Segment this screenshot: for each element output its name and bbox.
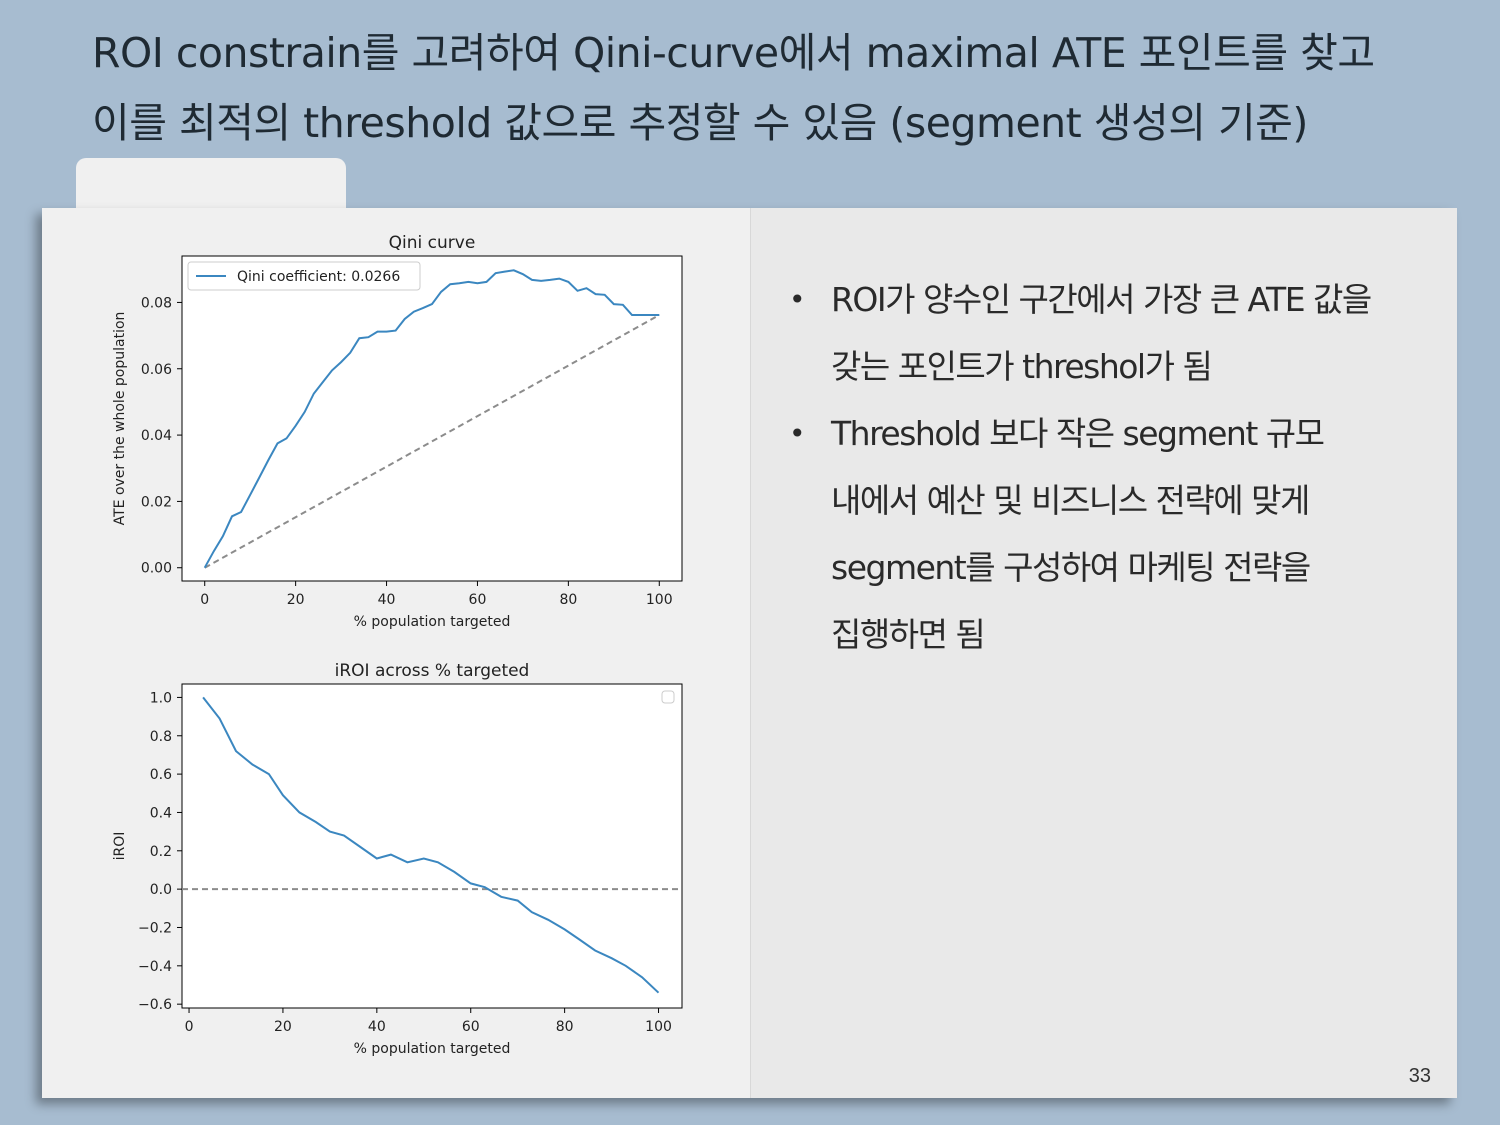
- slide-title: ROI constrain를 고려하여 Qini-curve에서 maximal…: [92, 18, 1472, 158]
- qini-plot-area: [181, 255, 683, 582]
- bullet-2-line-1: Threshold 보다 작은 segment 규모: [831, 414, 1325, 453]
- y-tick-label: 1.0: [150, 690, 172, 706]
- content-card: 0 20 40 60 80 100 0.00 0.02 0.04 0.06 0.08 Qini co…: [42, 208, 1457, 1098]
- y-tick-label: 0.0: [150, 882, 172, 898]
- charts-pane: 0 20 40 60 80 100 0.00 0.02 0.04 0.06 0.08 Qini co…: [42, 208, 748, 1098]
- qini-legend-box: [187, 261, 421, 291]
- iroi-chart: 0 20 40 60 80 100 1.0 0.8 0.6 0.4 0.2 0.0 −0.2 −0.4 −0…: [112, 661, 683, 1057]
- qini-y-axis-label: ATE over the whole population: [112, 312, 128, 526]
- bullet-2-line-4: 집행하면 됨: [831, 615, 986, 654]
- qini-chart-title: Qini curve: [389, 233, 476, 253]
- bullet-1-line-2: 갖는 포인트가 threshol가 됨: [831, 347, 1213, 386]
- page-number: 33: [1408, 1065, 1431, 1087]
- iroi-chart-title: iROI across % targeted: [335, 661, 530, 681]
- iroi-series-line: [202, 696, 660, 994]
- iroi-y-axis-label: iROI: [112, 832, 128, 861]
- x-tick-label: 40: [368, 1019, 386, 1035]
- notes-pane: • ROI가 양수인 구간에서 가장 큰 ATE 값을 갖는 포인트가 thre…: [750, 208, 1457, 1098]
- x-tick-label: 20: [274, 1019, 292, 1035]
- slide-title-line-1: ROI constrain를 고려하여 Qini-curve에서 maximal…: [92, 29, 1375, 77]
- qini-ticks: 0 20 40 60 80 100 0.00 0.02 0.04 0.06 0.08: [141, 295, 673, 608]
- x-tick-label: 0: [185, 1019, 194, 1035]
- bullet-item: • Threshold 보다 작은 segment 규모 내에서 예산 및 비즈…: [789, 400, 1429, 668]
- y-tick-label: 0.08: [141, 295, 172, 311]
- y-tick-label: 0.8: [150, 729, 172, 745]
- x-tick-label: 40: [378, 592, 396, 608]
- x-tick-label: 60: [469, 592, 487, 608]
- bullet-list: • ROI가 양수인 구간에서 가장 큰 ATE 값을 갖는 포인트가 thre…: [789, 266, 1429, 668]
- bullet-1-line-1: ROI가 양수인 구간에서 가장 큰 ATE 값을: [831, 280, 1372, 319]
- y-tick-label: −0.6: [138, 997, 172, 1013]
- x-tick-label: 100: [645, 1019, 672, 1035]
- y-tick-label: 0.2: [150, 844, 172, 860]
- x-tick-label: 100: [646, 592, 673, 608]
- iroi-ticks: 0 20 40 60 80 100 1.0 0.8 0.6 0.4 0.2 0.0 −0.2 −0.4 −0…: [138, 690, 672, 1035]
- iroi-plot-area: [181, 683, 683, 1009]
- y-tick-label: 0.4: [150, 805, 172, 821]
- qini-series-line: [203, 269, 660, 569]
- qini-legend-label: Qini coefficient: 0.0266: [237, 269, 400, 285]
- bullet-2-line-3: segment를 구성하여 마케팅 전략을: [831, 548, 1311, 587]
- slide-title-line-2: 이를 최적의 threshold 값으로 추정할 수 있음 (segment 생…: [92, 99, 1308, 147]
- x-tick-label: 60: [462, 1019, 480, 1035]
- y-tick-label: −0.4: [138, 959, 172, 975]
- bullet-2-line-2: 내에서 예산 및 비즈니스 전략에 맞게: [831, 481, 1310, 520]
- qini-random-baseline: [204, 314, 660, 569]
- x-tick-label: 80: [556, 1019, 574, 1035]
- y-tick-label: 0.6: [150, 767, 172, 783]
- qini-legend: Qini coefficient: 0.0266: [187, 261, 421, 291]
- y-tick-label: 0.00: [141, 561, 172, 577]
- iroi-x-axis-label: % population targeted: [354, 1041, 511, 1057]
- qini-x-axis-label: % population targeted: [354, 614, 511, 630]
- x-tick-label: 0: [200, 592, 209, 608]
- iroi-empty-legend: [661, 690, 675, 704]
- qini-chart: 0 20 40 60 80 100 0.00 0.02 0.04 0.06 0.08 Qini co…: [112, 233, 683, 630]
- y-tick-label: 0.02: [141, 494, 172, 510]
- y-tick-label: 0.06: [141, 362, 172, 378]
- bullet-dot-icon: •: [789, 417, 806, 450]
- y-tick-label: −0.2: [138, 920, 172, 936]
- bullet-dot-icon: •: [789, 283, 806, 316]
- x-tick-label: 80: [559, 592, 577, 608]
- bullet-item: • ROI가 양수인 구간에서 가장 큰 ATE 값을 갖는 포인트가 thre…: [789, 266, 1429, 400]
- y-tick-label: 0.04: [141, 428, 172, 444]
- x-tick-label: 20: [287, 592, 305, 608]
